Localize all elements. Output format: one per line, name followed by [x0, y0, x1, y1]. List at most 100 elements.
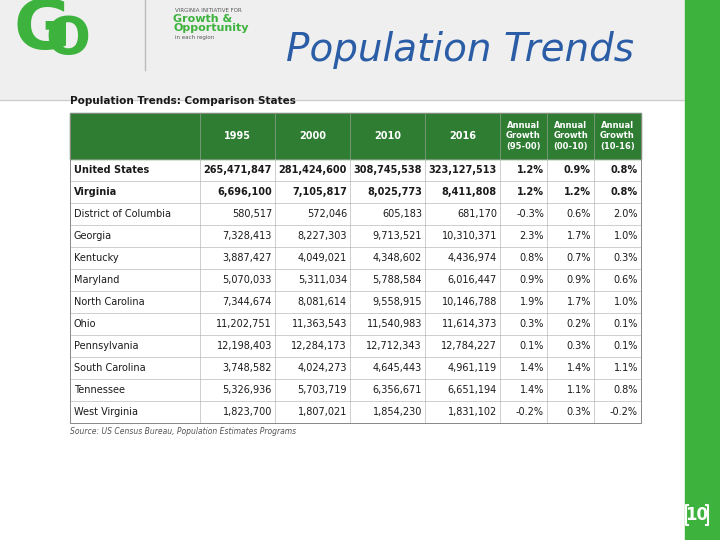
Text: 5,703,719: 5,703,719: [297, 385, 347, 395]
Bar: [0, 100, 685, 540]
Text: 0.9%: 0.9%: [567, 275, 591, 285]
Text: 4,049,021: 4,049,021: [298, 253, 347, 263]
Text: 605,183: 605,183: [382, 209, 422, 219]
Text: 323,127,513: 323,127,513: [428, 165, 497, 175]
Text: 7,344,674: 7,344,674: [222, 297, 272, 307]
Text: Growth: Growth: [506, 132, 541, 140]
Text: 1.1%: 1.1%: [567, 385, 591, 395]
Text: 7,328,413: 7,328,413: [222, 231, 272, 241]
Text: 0.3%: 0.3%: [613, 253, 638, 263]
Text: 4,436,974: 4,436,974: [448, 253, 497, 263]
Text: 4,348,602: 4,348,602: [373, 253, 422, 263]
Text: 0.6%: 0.6%: [613, 275, 638, 285]
Text: 6,016,447: 6,016,447: [448, 275, 497, 285]
Text: 2016: 2016: [449, 131, 476, 141]
Text: 4,961,119: 4,961,119: [448, 363, 497, 373]
Text: 0.3%: 0.3%: [567, 341, 591, 351]
Text: 0.1%: 0.1%: [613, 341, 638, 351]
Text: 1.1%: 1.1%: [613, 363, 638, 373]
Text: 0.3%: 0.3%: [567, 407, 591, 417]
Text: 3,748,582: 3,748,582: [222, 363, 272, 373]
Text: 1.0%: 1.0%: [613, 297, 638, 307]
Text: Maryland: Maryland: [74, 275, 120, 285]
Text: Kentucky: Kentucky: [74, 253, 119, 263]
Text: 0.8%: 0.8%: [613, 385, 638, 395]
Bar: [0, 0, 685, 100]
Text: Growth: Growth: [600, 132, 635, 140]
Text: 0.9%: 0.9%: [564, 165, 591, 175]
Text: 1,807,021: 1,807,021: [297, 407, 347, 417]
Text: 1.0%: 1.0%: [613, 231, 638, 241]
Bar: [70, 401, 641, 423]
Text: 12,284,173: 12,284,173: [292, 341, 347, 351]
Text: Annual: Annual: [601, 122, 634, 131]
Text: 2.0%: 2.0%: [613, 209, 638, 219]
Text: 5,326,936: 5,326,936: [222, 385, 272, 395]
Text: 1.4%: 1.4%: [520, 363, 544, 373]
Text: Annual: Annual: [554, 122, 587, 131]
Text: 580,517: 580,517: [232, 209, 272, 219]
Text: 10,146,788: 10,146,788: [441, 297, 497, 307]
Text: 1.7%: 1.7%: [567, 231, 591, 241]
Text: Annual: Annual: [507, 122, 540, 131]
Text: Growth &: Growth &: [173, 14, 232, 24]
Text: 0.8%: 0.8%: [611, 187, 638, 197]
Text: 11,614,373: 11,614,373: [441, 319, 497, 329]
Bar: [70, 113, 641, 423]
Text: -0.2%: -0.2%: [610, 407, 638, 417]
Text: 8,227,303: 8,227,303: [297, 231, 347, 241]
Text: 5,311,034: 5,311,034: [298, 275, 347, 285]
Text: (95-00): (95-00): [506, 141, 541, 151]
Bar: [70, 379, 641, 401]
Text: 8,411,808: 8,411,808: [442, 187, 497, 197]
Text: 1.4%: 1.4%: [520, 385, 544, 395]
Text: 0.2%: 0.2%: [567, 319, 591, 329]
Text: District of Columbia: District of Columbia: [74, 209, 171, 219]
Text: Population Trends: Population Trends: [286, 31, 634, 69]
Text: 11,363,543: 11,363,543: [292, 319, 347, 329]
Text: 308,745,538: 308,745,538: [354, 165, 422, 175]
Text: 572,046: 572,046: [307, 209, 347, 219]
Text: 2000: 2000: [299, 131, 326, 141]
Text: 265,471,847: 265,471,847: [204, 165, 272, 175]
Bar: [70, 357, 641, 379]
Text: 0.6%: 0.6%: [567, 209, 591, 219]
Text: 1995: 1995: [224, 131, 251, 141]
Text: Source: US Census Bureau, Population Estimates Programs: Source: US Census Bureau, Population Est…: [70, 427, 296, 436]
Text: Ohio: Ohio: [74, 319, 96, 329]
Text: 0.3%: 0.3%: [520, 319, 544, 329]
Text: 8,081,614: 8,081,614: [298, 297, 347, 307]
Text: (00-10): (00-10): [553, 141, 588, 151]
Text: 9,713,521: 9,713,521: [372, 231, 422, 241]
Text: South Carolina: South Carolina: [74, 363, 145, 373]
Bar: [70, 335, 641, 357]
Text: 2.3%: 2.3%: [520, 231, 544, 241]
Text: 10,310,371: 10,310,371: [441, 231, 497, 241]
Text: 6,356,671: 6,356,671: [373, 385, 422, 395]
Bar: [70, 203, 641, 225]
Bar: [70, 247, 641, 269]
Text: 6,651,194: 6,651,194: [448, 385, 497, 395]
Text: Tennessee: Tennessee: [74, 385, 125, 395]
Text: 1.4%: 1.4%: [567, 363, 591, 373]
Text: 1.2%: 1.2%: [517, 187, 544, 197]
Text: 6,696,100: 6,696,100: [217, 187, 272, 197]
Bar: [70, 291, 641, 313]
Text: 11,202,751: 11,202,751: [216, 319, 272, 329]
Text: Opportunity: Opportunity: [173, 23, 248, 33]
Text: 0.9%: 0.9%: [520, 275, 544, 285]
Bar: [70, 113, 641, 159]
Text: 10: 10: [685, 506, 708, 524]
Text: 1,831,102: 1,831,102: [448, 407, 497, 417]
Text: 1.2%: 1.2%: [564, 187, 591, 197]
Text: (10-16): (10-16): [600, 141, 635, 151]
Text: 0.8%: 0.8%: [611, 165, 638, 175]
Text: 1,854,230: 1,854,230: [373, 407, 422, 417]
Text: 1,823,700: 1,823,700: [222, 407, 272, 417]
Text: 5,788,584: 5,788,584: [372, 275, 422, 285]
Text: 1.2%: 1.2%: [517, 165, 544, 175]
Bar: [685, 0, 720, 540]
Text: G: G: [14, 0, 71, 64]
Text: -0.3%: -0.3%: [516, 209, 544, 219]
Text: 9,558,915: 9,558,915: [372, 297, 422, 307]
